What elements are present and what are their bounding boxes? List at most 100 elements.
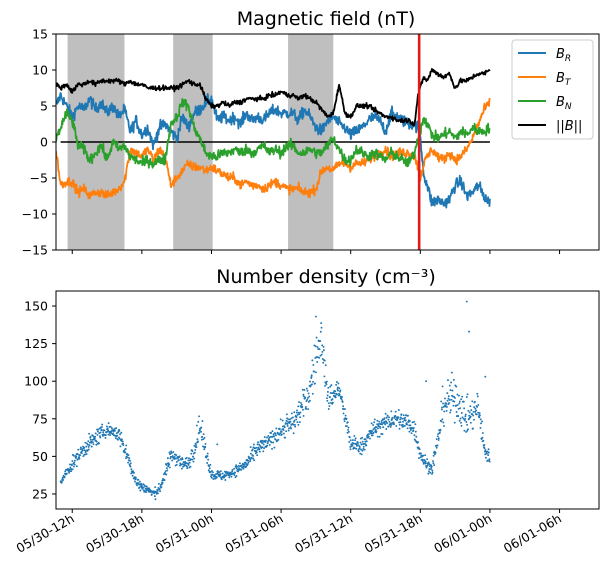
y-tick-label: 50 [32, 449, 48, 464]
density-point [391, 416, 394, 419]
density-point [400, 413, 403, 416]
density-point [171, 459, 174, 462]
density-point [469, 421, 472, 424]
y-tick-label: 10 [32, 63, 48, 78]
density-point [370, 432, 373, 434]
density-point [201, 420, 204, 423]
density-point [339, 389, 342, 392]
density-point [249, 460, 251, 463]
density-point [194, 448, 197, 451]
density-point [140, 482, 143, 485]
legend-label-bmag: ||B|| [556, 119, 582, 134]
density-point [324, 364, 327, 367]
density-point [266, 436, 268, 439]
density-point [292, 432, 295, 435]
density-point [345, 425, 348, 427]
density-point [193, 451, 196, 454]
density-point [161, 482, 164, 484]
density-point [186, 467, 189, 470]
density-point [351, 439, 354, 442]
density-point [157, 482, 160, 485]
density-point [280, 433, 283, 436]
density-point [376, 435, 379, 438]
density-point [408, 430, 411, 433]
density-point [441, 406, 443, 409]
density-point [324, 384, 326, 387]
density-points [59, 300, 491, 501]
density-point [404, 419, 407, 422]
density-point [271, 447, 273, 450]
density-point [463, 429, 466, 432]
density-point [442, 402, 444, 405]
density-point [157, 492, 159, 495]
density-point [381, 423, 384, 426]
density-point [235, 475, 238, 477]
density-point [395, 425, 398, 427]
density-point [460, 398, 463, 401]
density-point [407, 414, 409, 417]
density-point [390, 418, 393, 421]
density-point [169, 455, 172, 458]
density-point [104, 434, 107, 437]
density-point [478, 414, 481, 417]
density-point [460, 421, 462, 424]
density-point [354, 437, 357, 440]
density-point [76, 458, 79, 461]
density-point [365, 444, 368, 447]
number-density-axes-frame [55, 290, 600, 510]
density-point [445, 409, 448, 412]
density-point [393, 417, 396, 419]
density-point [237, 465, 240, 467]
density-point [313, 382, 316, 385]
density-point [251, 448, 254, 451]
density-point [172, 451, 175, 454]
density-point [346, 421, 349, 424]
density-point [96, 433, 99, 436]
density-point [412, 429, 415, 432]
density-point [465, 395, 468, 398]
density-point [153, 495, 156, 498]
density-point [384, 423, 387, 426]
number-density-title: Number density (cm⁻³) [216, 266, 436, 288]
density-point [215, 473, 218, 475]
density-point [325, 380, 328, 383]
density-point [78, 457, 81, 460]
density-point [177, 459, 180, 462]
density-point [200, 430, 203, 433]
density-point [466, 429, 469, 432]
density-point [312, 380, 314, 383]
density-point [98, 442, 101, 445]
density-point [331, 398, 334, 401]
density-point [266, 442, 269, 445]
density-point [440, 400, 443, 403]
density-point [287, 418, 290, 421]
density-point [107, 433, 110, 436]
density-point [384, 412, 387, 415]
density-point [479, 427, 482, 429]
density-point [84, 441, 87, 444]
density-point [79, 446, 82, 449]
density-point [233, 474, 236, 476]
density-point [375, 426, 378, 429]
density-point [63, 476, 66, 479]
density-point [450, 381, 453, 384]
density-point [443, 410, 446, 413]
density-point [286, 422, 289, 425]
density-point [311, 392, 314, 395]
density-point [190, 452, 193, 455]
density-point [129, 465, 132, 468]
density-point [473, 406, 476, 409]
density-point [119, 445, 122, 448]
density-point [386, 414, 389, 417]
density-point [352, 442, 355, 445]
density-point [262, 443, 265, 446]
density-point [249, 446, 252, 449]
density-point [385, 428, 388, 430]
density-point [428, 470, 430, 473]
density-point [212, 471, 214, 474]
density-point [435, 446, 438, 449]
density-point [406, 427, 409, 430]
density-point [428, 463, 431, 466]
density-point [102, 431, 105, 434]
density-point [411, 421, 414, 424]
